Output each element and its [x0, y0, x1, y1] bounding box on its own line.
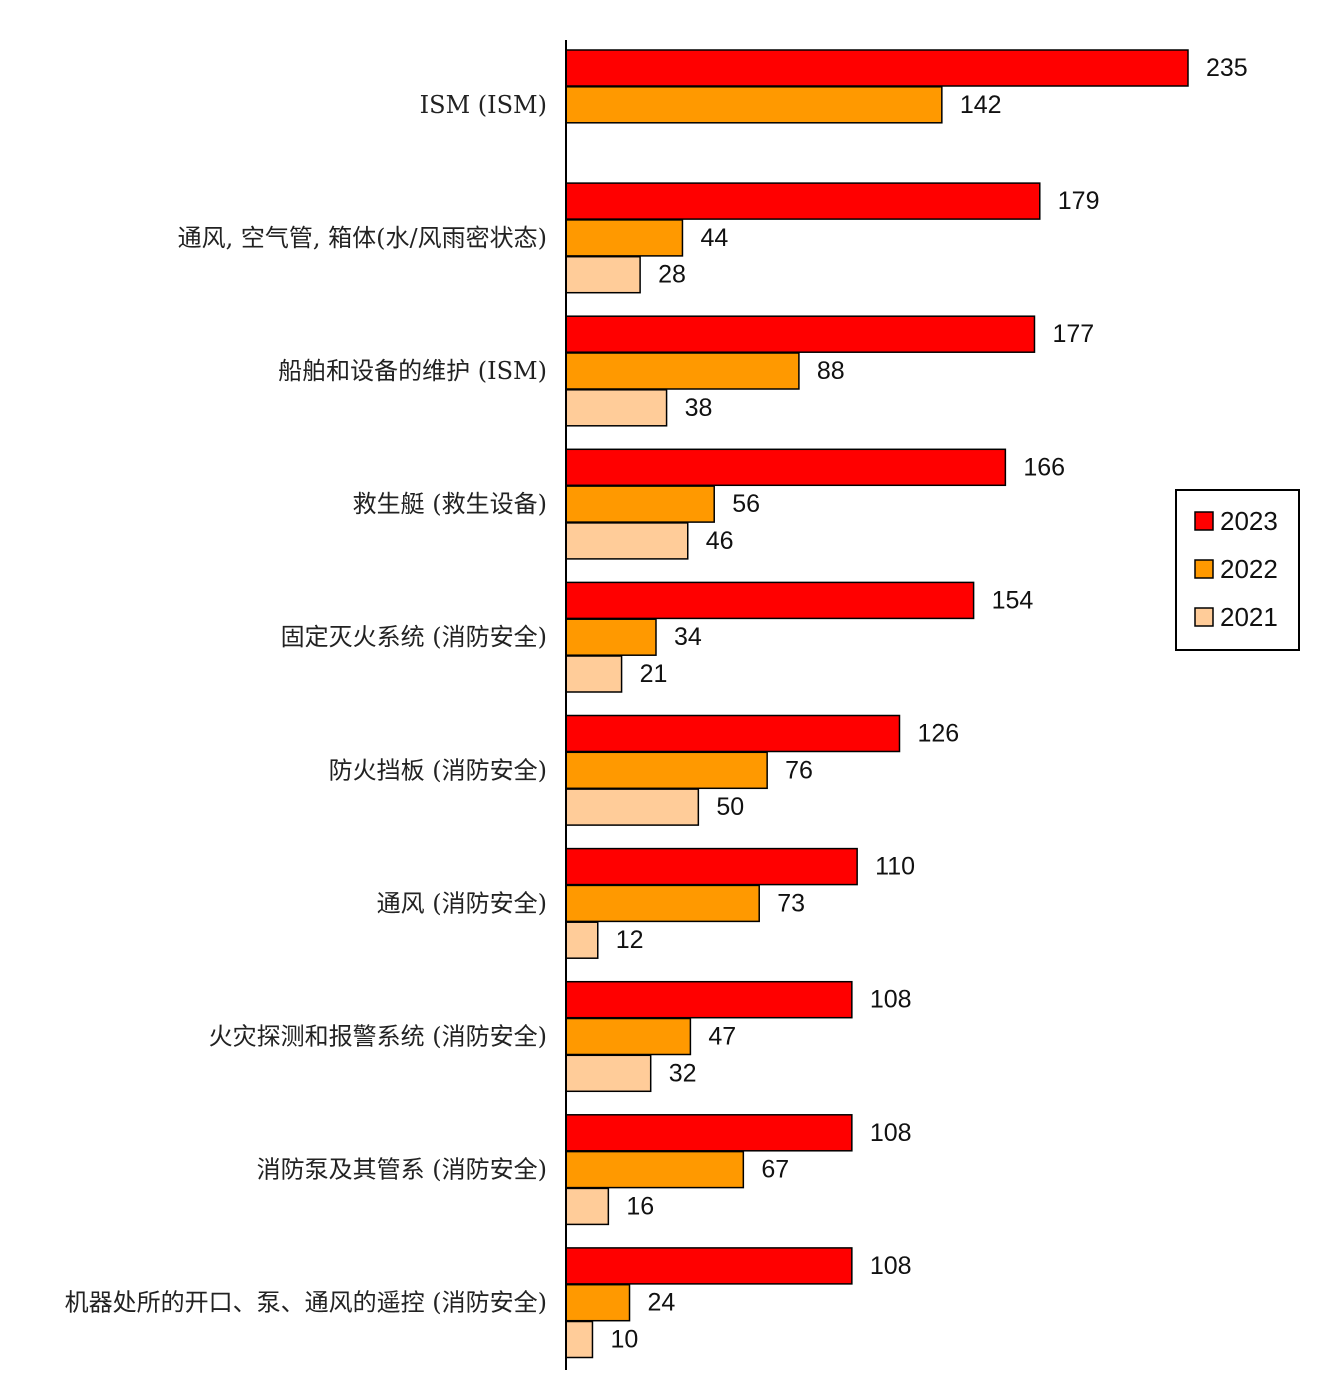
legend-entry: 2021 [1220, 602, 1278, 632]
data-label: 50 [716, 793, 744, 821]
bar-2022 [565, 1017, 692, 1056]
bar-2022 [565, 751, 768, 790]
bar-2023 [565, 1114, 853, 1152]
bar-2021 [565, 389, 668, 427]
legend-entry: 2023 [1220, 506, 1278, 536]
bar-2022 [565, 219, 684, 257]
bar-2022 [565, 485, 715, 523]
data-label: 38 [685, 394, 713, 422]
bar-2021 [565, 1187, 610, 1226]
data-label: 108 [870, 1119, 912, 1147]
bar-2023 [565, 1247, 853, 1285]
category-label: 通风 (消防安全) [377, 889, 547, 917]
legend-swatch-2023 [1194, 511, 1214, 531]
data-label: 88 [817, 357, 845, 385]
legend-swatch-2022 [1194, 559, 1214, 579]
bar-2021 [565, 1054, 652, 1093]
data-label: 32 [669, 1059, 697, 1087]
bars-group [565, 49, 1189, 1359]
data-label: 108 [870, 1252, 912, 1280]
bar-2023 [565, 980, 853, 1019]
data-label: 28 [658, 261, 686, 289]
bar-2023 [565, 581, 975, 620]
data-label: 76 [785, 756, 813, 784]
data-label: 110 [875, 853, 915, 881]
bar-2021 [565, 522, 689, 560]
bar-2021 [565, 788, 700, 826]
bar-2021 [565, 1320, 594, 1359]
bar-2021 [565, 655, 623, 693]
data-label: 56 [732, 490, 760, 518]
data-label: 44 [700, 224, 728, 252]
bar-2022 [565, 884, 760, 923]
bar-2023 [565, 847, 858, 886]
data-label: 166 [1023, 453, 1065, 481]
bar-2022 [565, 618, 657, 656]
category-label: 通风, 空气管, 箱体(水/风雨密状态) [178, 224, 547, 252]
category-label: 防火挡板 (消防安全) [329, 756, 547, 784]
data-label: 16 [626, 1192, 654, 1220]
data-label: 46 [706, 527, 734, 555]
category-label: 火灾探测和报警系统 (消防安全) [209, 1023, 547, 1051]
category-label: 机器处所的开口、泵、通风的遥控 (消防安全) [65, 1289, 547, 1317]
bar-2023 [565, 182, 1041, 220]
bar-2022 [565, 352, 800, 390]
category-label: 消防泵及其管系 (消防安全) [257, 1156, 547, 1184]
data-label: 67 [761, 1156, 789, 1184]
data-label: 179 [1058, 187, 1100, 215]
legend: 2023 2022 2021 [1175, 489, 1300, 651]
legend-swatch-2021 [1194, 607, 1214, 627]
bar-2021 [565, 921, 599, 959]
bar-2022 [565, 86, 943, 124]
bar-2023 [565, 714, 901, 753]
data-label: 24 [648, 1289, 676, 1317]
data-label: 47 [708, 1023, 736, 1051]
data-label: 10 [610, 1326, 638, 1354]
bar-2022 [565, 1150, 745, 1189]
data-label: 235 [1206, 54, 1248, 82]
bar-2023 [565, 315, 1036, 353]
data-label: 73 [777, 889, 805, 917]
data-label: 108 [870, 986, 912, 1014]
data-label: 126 [917, 720, 959, 748]
bar-2023 [565, 448, 1007, 487]
category-label: 船舶和设备的维护 (ISM) [278, 357, 547, 385]
category-label: 固定灭火系统 (消防安全) [281, 623, 547, 651]
category-labels: ISM (ISM) 通风, 空气管, 箱体(水/风雨密状态) 船舶和设备的维护 (I… [65, 91, 547, 1317]
data-label: 12 [616, 926, 644, 954]
data-label: 154 [992, 586, 1034, 614]
data-label: 34 [674, 623, 702, 651]
category-label: 救生艇 (救生设备) [353, 490, 547, 518]
category-label: ISM (ISM) [420, 91, 547, 119]
data-label: 177 [1052, 320, 1094, 348]
data-label: 21 [640, 660, 668, 688]
bar-2022 [565, 1283, 631, 1322]
bar-2023 [565, 49, 1189, 87]
bar-2021 [565, 255, 641, 294]
data-label: 142 [960, 91, 1002, 119]
legend-entry: 2022 [1220, 554, 1278, 584]
